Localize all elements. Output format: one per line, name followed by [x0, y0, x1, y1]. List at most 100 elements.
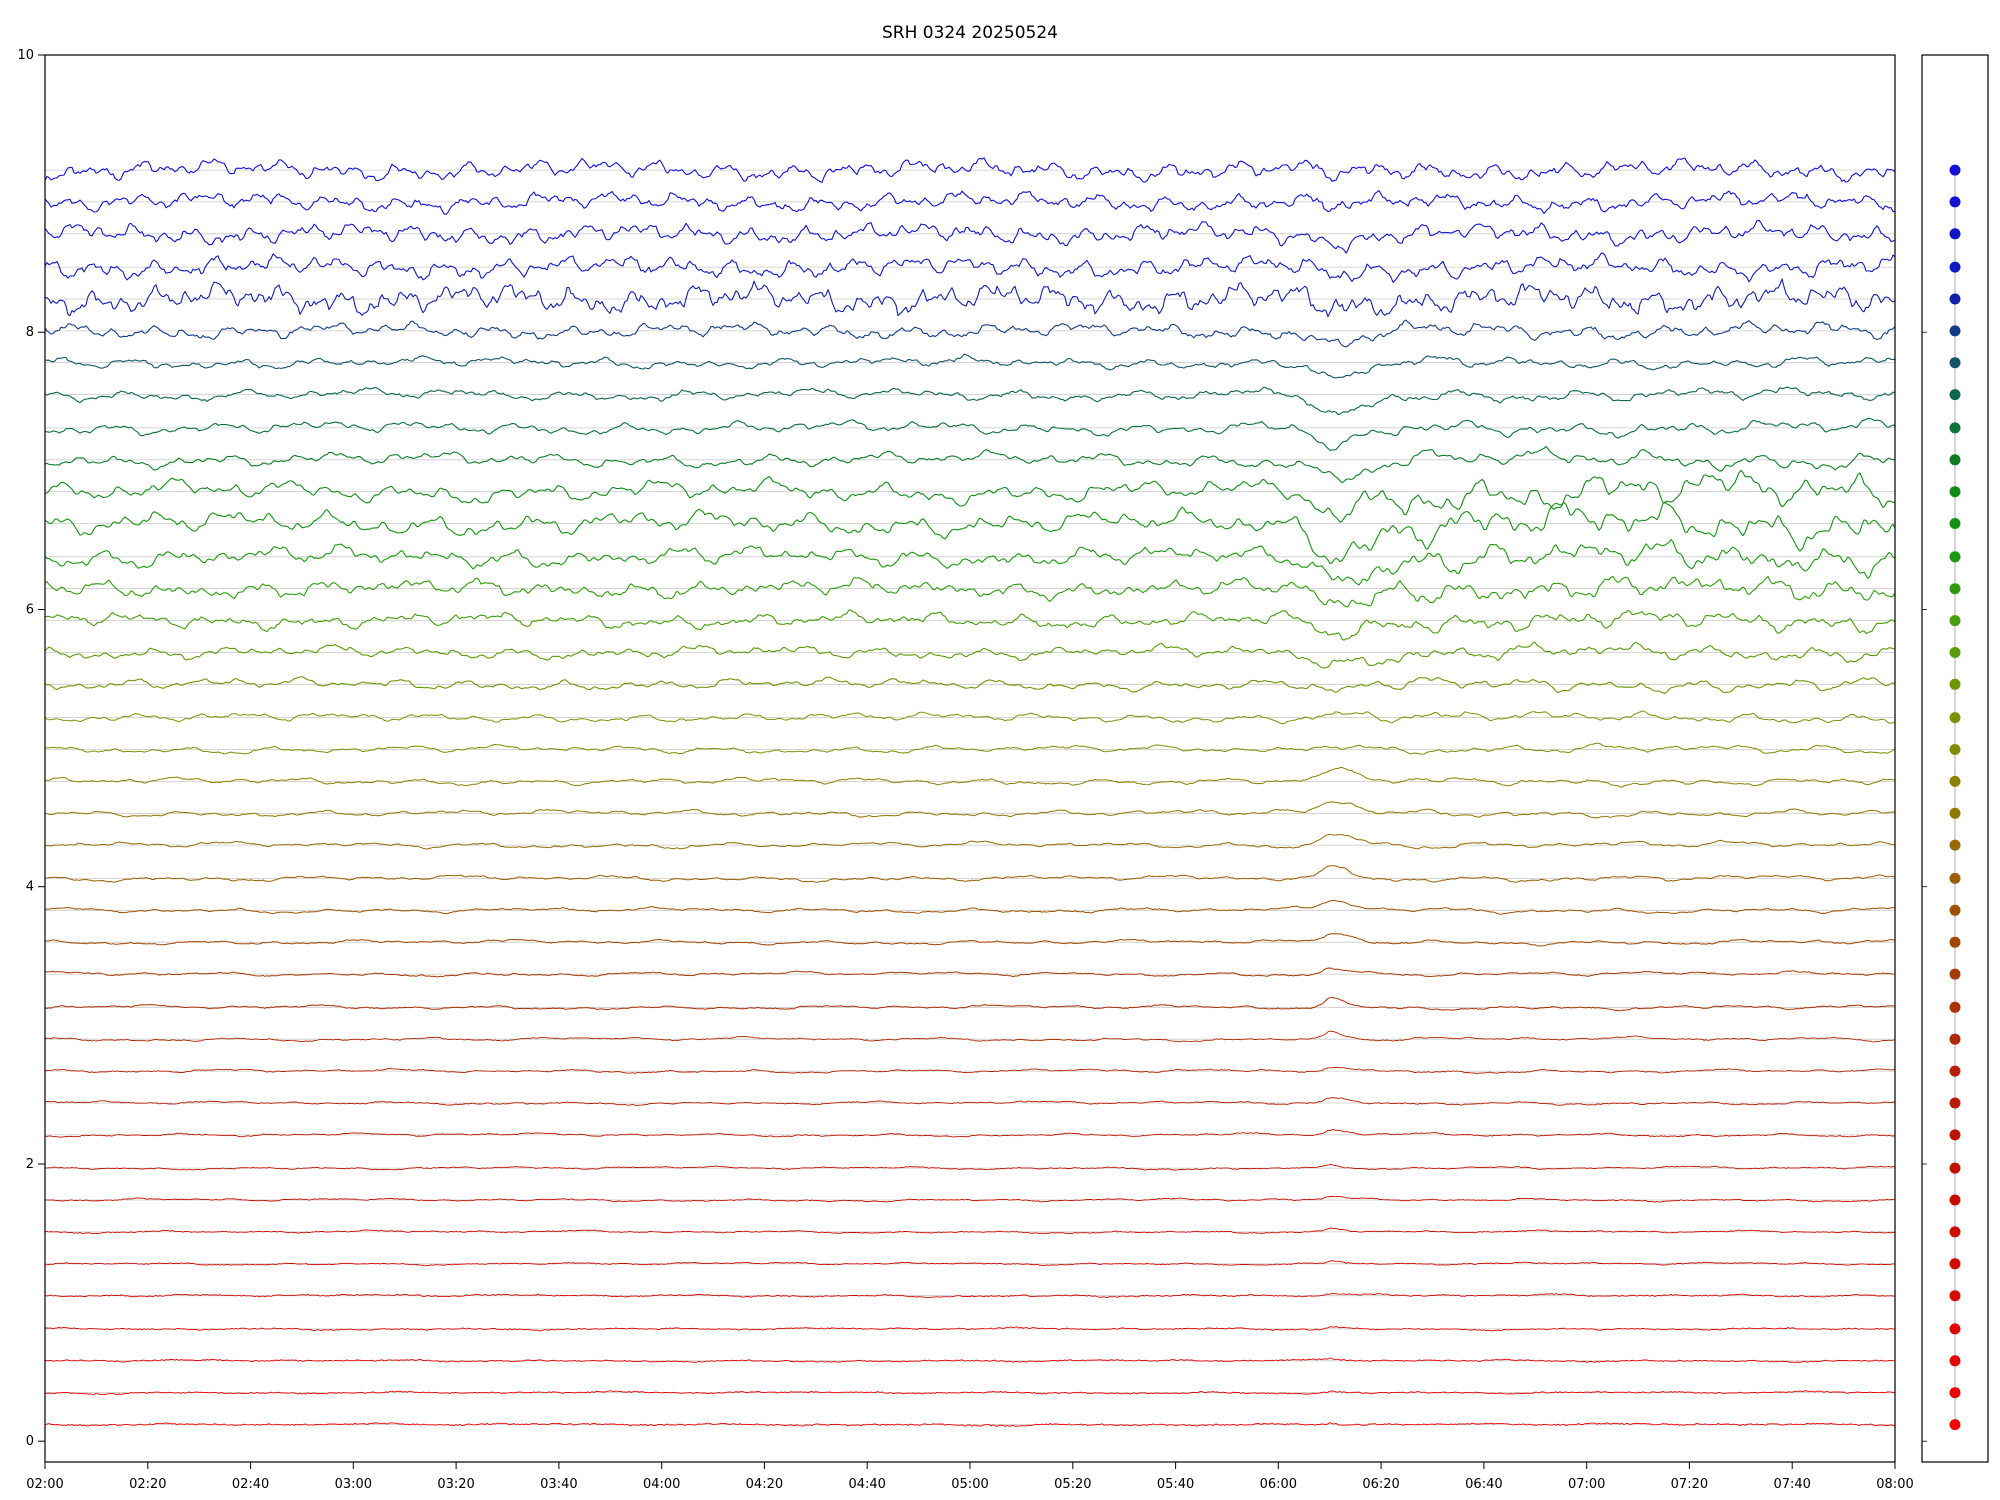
channel-dot — [1949, 486, 1961, 498]
x-tick-label: 04:20 — [746, 1477, 783, 1492]
signal-trace — [44, 865, 1896, 883]
signal-trace — [44, 278, 1896, 318]
channel-dot — [1949, 357, 1961, 369]
signal-trace — [44, 575, 1896, 608]
x-tick-label: 02:40 — [232, 1477, 269, 1492]
signal-trace — [44, 1227, 1896, 1235]
channel-dot — [1949, 583, 1961, 595]
signal-trace — [44, 899, 1895, 915]
channel-dot — [1949, 1162, 1961, 1174]
channel-dot — [1949, 1033, 1961, 1045]
signal-trace — [44, 742, 1896, 755]
x-tick-label: 03:00 — [335, 1477, 372, 1492]
signal-trace — [44, 157, 1896, 183]
channel-dot — [1949, 1001, 1961, 1013]
y-tick-label: 4 — [26, 880, 34, 895]
signal-trace — [44, 445, 1896, 484]
signal-trace — [44, 766, 1895, 788]
signal-trace — [44, 386, 1896, 416]
signal-trace — [44, 501, 1896, 565]
channel-dot — [1949, 454, 1961, 466]
channel-dot — [1949, 1355, 1961, 1367]
channel-dot — [1949, 744, 1961, 755]
channel-dot — [1949, 1323, 1961, 1335]
signal-trace — [44, 469, 1896, 523]
plot-title: SRH 0324 20250524 — [882, 23, 1058, 43]
x-tick-label: 06:20 — [1362, 1477, 1399, 1492]
channel-dot — [1949, 1258, 1961, 1270]
channel-dot — [1949, 1065, 1961, 1077]
signal-trace — [44, 1195, 1895, 1203]
signal-trace — [44, 319, 1896, 348]
signal-trace — [44, 1066, 1896, 1074]
signal-trace — [44, 539, 1896, 586]
x-tick-label: 04:00 — [643, 1477, 680, 1492]
channel-dot — [1949, 518, 1961, 529]
channel-dot — [1949, 647, 1961, 658]
channel-dot — [1949, 678, 1961, 690]
signal-trace — [44, 1030, 1896, 1043]
x-tick-label: 04:40 — [848, 1477, 885, 1492]
y-tick-label: 0 — [26, 1434, 34, 1449]
y-tick-label: 8 — [26, 325, 34, 340]
channel-dot — [1949, 261, 1961, 273]
x-tick-label: 05:40 — [1157, 1477, 1194, 1492]
y-tick-label: 10 — [17, 48, 34, 63]
signal-trace — [44, 933, 1896, 947]
channel-dot — [1949, 551, 1961, 563]
channel-dot — [1949, 712, 1961, 724]
channel-dot — [1949, 615, 1961, 627]
x-tick-label: 05:00 — [951, 1477, 988, 1492]
channel-dot — [1949, 164, 1961, 176]
signal-trace — [44, 1260, 1896, 1267]
y-tick-label: 2 — [26, 1157, 34, 1172]
signal-trace — [44, 1129, 1895, 1138]
x-tick-label: 03:20 — [437, 1477, 474, 1492]
channel-dot — [1949, 196, 1961, 208]
channel-dot-panel — [1921, 54, 1989, 1463]
channel-dot — [1949, 389, 1961, 401]
signal-trace — [44, 1097, 1896, 1107]
gridline-layer — [45, 169, 1895, 1425]
x-tick-label: 07:40 — [1773, 1477, 1810, 1492]
channel-dot — [1949, 904, 1961, 916]
x-tick-label: 02:00 — [26, 1477, 63, 1492]
signal-trace — [44, 219, 1896, 254]
signal-trace — [44, 609, 1896, 641]
signal-trace — [44, 641, 1895, 669]
channel-dot — [1949, 775, 1961, 787]
signal-trace — [44, 353, 1896, 379]
x-tick-label: 06:00 — [1260, 1477, 1297, 1492]
signal-trace — [44, 190, 1896, 215]
channel-dot — [1949, 228, 1961, 240]
channel-dot — [1949, 807, 1961, 819]
x-tick-label: 05:20 — [1054, 1477, 1091, 1492]
axis-layer: 0 2 4 6 8 10 02:00 02:20 02:40 03:00 03:20 03:40 04:… — [17, 48, 1913, 1492]
channel-dot — [1949, 1097, 1961, 1109]
channel-dot — [1949, 872, 1961, 884]
signal-trace — [44, 710, 1896, 725]
channel-dot — [1949, 1226, 1961, 1238]
channel-dot — [1949, 1194, 1961, 1206]
signal-trace — [44, 676, 1896, 694]
channel-dot — [1949, 936, 1961, 948]
x-tick-label: 06:40 — [1465, 1477, 1502, 1492]
signal-trace — [44, 1293, 1896, 1299]
channel-dot — [1949, 293, 1961, 305]
x-tick-label: 08:00 — [1876, 1477, 1913, 1492]
signal-trace — [44, 996, 1896, 1012]
channel-dot — [1949, 422, 1961, 434]
y-tick-label: 6 — [26, 603, 34, 618]
signal-trace — [44, 1422, 1895, 1427]
channel-dot — [1949, 968, 1961, 980]
channel-dot — [1949, 1419, 1961, 1431]
channel-dot — [1949, 1387, 1961, 1399]
x-tick-label: 02:20 — [129, 1477, 166, 1492]
channel-dot — [1949, 839, 1961, 851]
x-tick-label: 07:20 — [1671, 1477, 1708, 1492]
signal-trace — [44, 801, 1896, 819]
channel-dot — [1949, 325, 1961, 337]
signal-trace — [44, 417, 1896, 451]
signal-trace — [44, 1357, 1896, 1363]
